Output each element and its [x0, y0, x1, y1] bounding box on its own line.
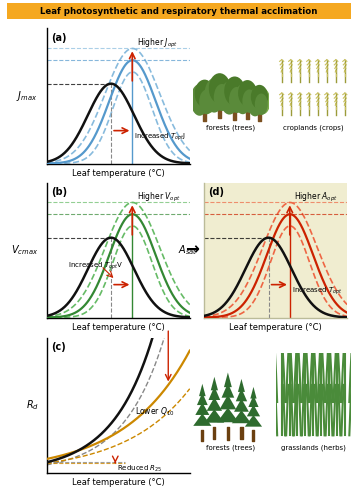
Ellipse shape: [229, 87, 245, 113]
Ellipse shape: [209, 73, 231, 104]
Ellipse shape: [243, 84, 259, 112]
Polygon shape: [195, 402, 209, 415]
Polygon shape: [234, 398, 249, 412]
Text: Leaf photosynthetic and respiratory thermal acclimation: Leaf photosynthetic and respiratory ther…: [40, 6, 318, 16]
Polygon shape: [211, 377, 218, 390]
Ellipse shape: [204, 78, 224, 112]
Polygon shape: [248, 396, 258, 407]
X-axis label: Leaf temperature (°C): Leaf temperature (°C): [72, 169, 165, 178]
Y-axis label: $J_{max}$: $J_{max}$: [16, 89, 38, 103]
Text: forests (trees): forests (trees): [206, 124, 256, 131]
Polygon shape: [199, 384, 205, 396]
Polygon shape: [204, 409, 224, 422]
Polygon shape: [250, 387, 257, 398]
Ellipse shape: [214, 84, 230, 111]
Polygon shape: [208, 386, 220, 400]
Ellipse shape: [230, 80, 248, 112]
Polygon shape: [245, 415, 262, 426]
Polygon shape: [207, 398, 222, 411]
Text: Increased $T_{opt}$V: Increased $T_{opt}$V: [68, 261, 124, 272]
Polygon shape: [236, 388, 247, 402]
Text: →: →: [185, 240, 198, 258]
Ellipse shape: [200, 84, 217, 114]
Text: Lower $Q_{10}$: Lower $Q_{10}$: [135, 406, 175, 418]
Polygon shape: [222, 383, 234, 398]
Text: (b): (b): [51, 186, 67, 196]
Ellipse shape: [224, 76, 245, 106]
Ellipse shape: [242, 90, 256, 113]
Y-axis label: $V_{cmax}$: $V_{cmax}$: [11, 243, 38, 257]
Text: croplands (crops): croplands (crops): [283, 124, 344, 131]
Polygon shape: [219, 395, 236, 409]
Y-axis label: $A_{sat}$: $A_{sat}$: [178, 243, 197, 257]
Text: Higher $V_{opt}$: Higher $V_{opt}$: [136, 191, 180, 204]
Ellipse shape: [255, 94, 268, 115]
X-axis label: Leaf temperature (°C): Leaf temperature (°C): [72, 478, 165, 487]
Text: (a): (a): [51, 32, 66, 42]
Polygon shape: [217, 408, 239, 422]
Text: (c): (c): [51, 342, 66, 351]
Text: Reduced $R_{25}$: Reduced $R_{25}$: [117, 464, 162, 474]
Polygon shape: [224, 372, 232, 387]
Polygon shape: [197, 392, 208, 405]
Text: Higher $J_{opt}$: Higher $J_{opt}$: [136, 37, 178, 50]
Text: Increased $T_{opt}$J: Increased $T_{opt}$J: [134, 132, 187, 143]
Ellipse shape: [199, 90, 214, 114]
Polygon shape: [238, 379, 245, 392]
Text: Higher $A_{opt}$: Higher $A_{opt}$: [294, 191, 338, 204]
Ellipse shape: [195, 80, 214, 108]
Polygon shape: [247, 404, 260, 416]
Ellipse shape: [190, 84, 209, 116]
Text: Increased $T_{opt}$: Increased $T_{opt}$: [292, 286, 343, 297]
Polygon shape: [232, 410, 251, 423]
Text: grasslands (herbs): grasslands (herbs): [281, 444, 346, 451]
Y-axis label: $R_d$: $R_d$: [26, 398, 39, 412]
Ellipse shape: [251, 85, 268, 109]
Ellipse shape: [247, 88, 263, 117]
Polygon shape: [193, 414, 212, 426]
X-axis label: Leaf temperature (°C): Leaf temperature (°C): [72, 323, 165, 332]
Ellipse shape: [215, 78, 233, 110]
Text: (d): (d): [208, 186, 224, 196]
Ellipse shape: [220, 81, 239, 114]
Text: forests (trees): forests (trees): [206, 444, 256, 451]
Ellipse shape: [256, 88, 270, 114]
X-axis label: Leaf temperature (°C): Leaf temperature (°C): [229, 323, 322, 332]
Ellipse shape: [234, 84, 251, 114]
Ellipse shape: [238, 80, 257, 106]
